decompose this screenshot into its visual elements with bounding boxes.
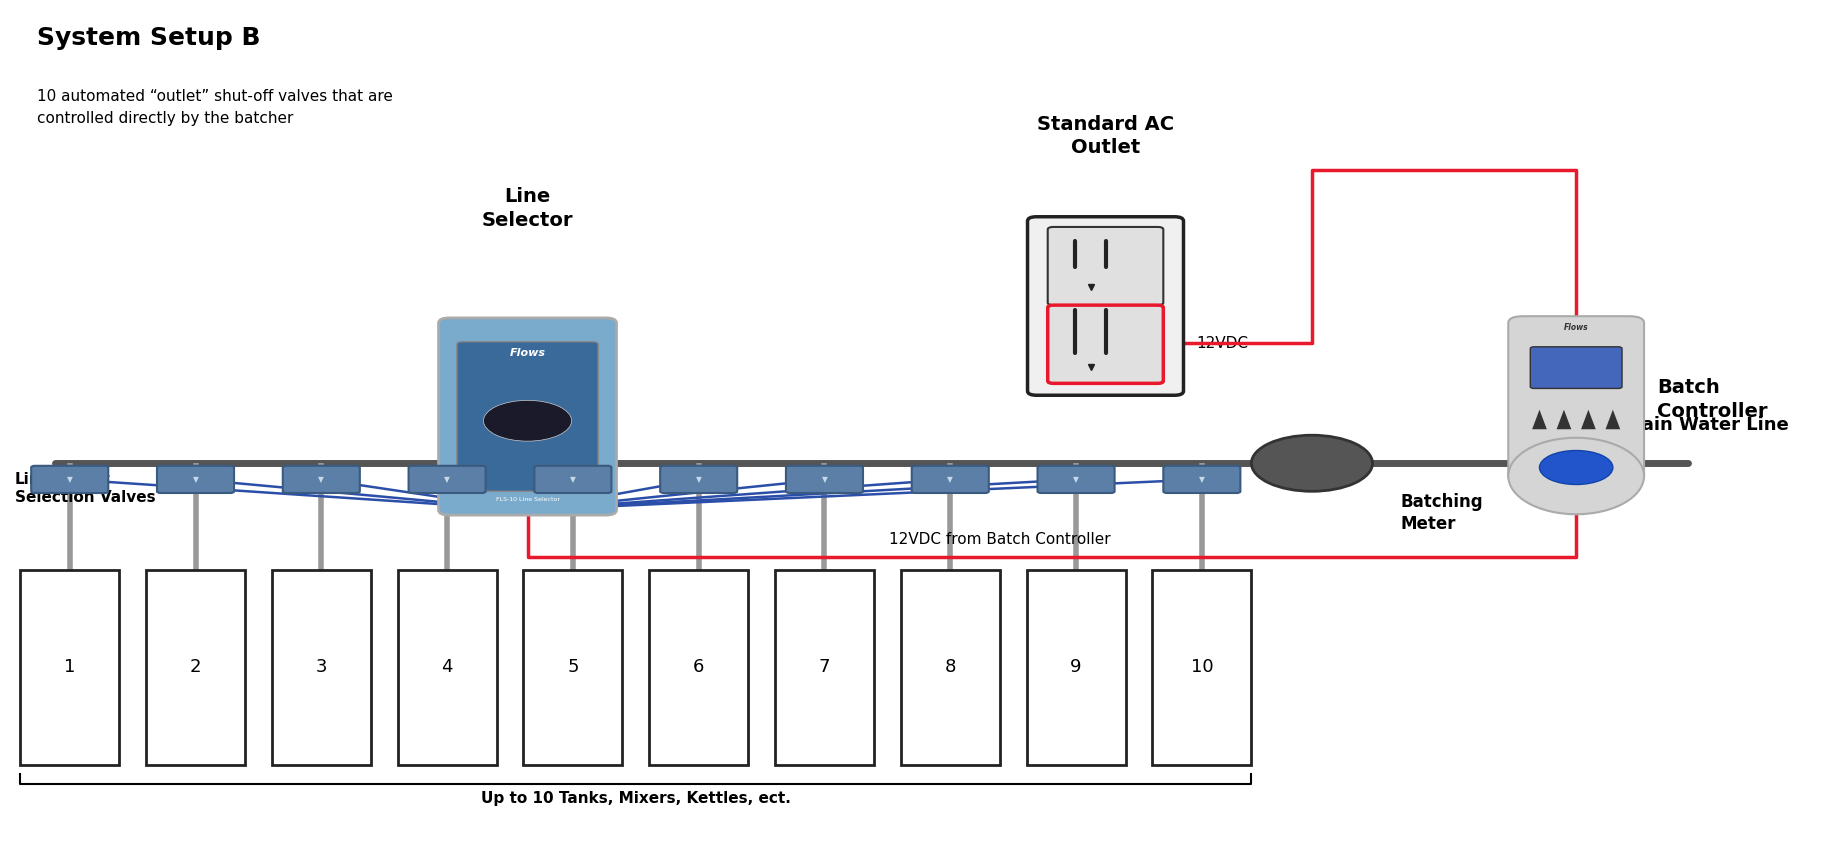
Text: 3: 3 xyxy=(316,658,327,677)
Text: ▼: ▼ xyxy=(66,475,73,484)
FancyBboxPatch shape xyxy=(523,570,622,765)
FancyBboxPatch shape xyxy=(409,466,487,493)
Text: Standard AC
Outlet: Standard AC Outlet xyxy=(1037,115,1173,157)
Polygon shape xyxy=(1581,410,1595,429)
FancyBboxPatch shape xyxy=(912,466,990,493)
FancyBboxPatch shape xyxy=(1037,466,1114,493)
Text: 12VDC: 12VDC xyxy=(1197,336,1248,351)
Text: 12VDC from Batch Controller: 12VDC from Batch Controller xyxy=(889,532,1111,547)
Text: ▼: ▼ xyxy=(696,475,701,484)
Polygon shape xyxy=(1531,410,1546,429)
FancyBboxPatch shape xyxy=(1026,570,1125,765)
FancyBboxPatch shape xyxy=(901,570,1001,765)
Text: System Setup B: System Setup B xyxy=(37,26,261,49)
Text: 10: 10 xyxy=(1190,658,1214,677)
Circle shape xyxy=(1539,450,1612,484)
FancyBboxPatch shape xyxy=(534,466,611,493)
FancyBboxPatch shape xyxy=(439,318,617,515)
FancyBboxPatch shape xyxy=(786,466,863,493)
FancyBboxPatch shape xyxy=(398,570,498,765)
Text: 6: 6 xyxy=(692,658,705,677)
FancyBboxPatch shape xyxy=(147,570,244,765)
Text: Batch
Controller: Batch Controller xyxy=(1656,378,1768,421)
Text: ▼: ▼ xyxy=(569,475,577,484)
Text: Main Water Line: Main Water Line xyxy=(1623,416,1788,434)
FancyBboxPatch shape xyxy=(31,466,108,493)
FancyBboxPatch shape xyxy=(1153,570,1252,765)
FancyBboxPatch shape xyxy=(457,342,599,491)
Text: ▼: ▼ xyxy=(318,475,325,484)
Circle shape xyxy=(483,400,571,441)
Text: 8: 8 xyxy=(944,658,957,677)
Text: 2: 2 xyxy=(189,658,202,677)
Text: ▼: ▼ xyxy=(444,475,450,484)
FancyBboxPatch shape xyxy=(1164,466,1241,493)
Text: Up to 10 Tanks, Mixers, Kettles, ect.: Up to 10 Tanks, Mixers, Kettles, ect. xyxy=(481,790,791,806)
FancyBboxPatch shape xyxy=(1028,217,1184,395)
Polygon shape xyxy=(1605,410,1619,429)
Text: 9: 9 xyxy=(1070,658,1081,677)
Text: ▼: ▼ xyxy=(821,475,828,484)
FancyBboxPatch shape xyxy=(1529,347,1621,388)
FancyBboxPatch shape xyxy=(272,570,371,765)
Text: Batching
Meter: Batching Meter xyxy=(1401,493,1483,533)
Text: 5: 5 xyxy=(567,658,578,677)
FancyBboxPatch shape xyxy=(283,466,360,493)
Text: ▼: ▼ xyxy=(947,475,953,484)
Text: Line/Outlet
Selection Valves: Line/Outlet Selection Valves xyxy=(15,472,156,506)
FancyBboxPatch shape xyxy=(1509,316,1643,483)
FancyBboxPatch shape xyxy=(775,570,874,765)
Text: ▼: ▼ xyxy=(1072,475,1080,484)
Text: 4: 4 xyxy=(441,658,453,677)
FancyBboxPatch shape xyxy=(158,466,233,493)
FancyBboxPatch shape xyxy=(20,570,119,765)
Ellipse shape xyxy=(1509,438,1643,514)
Text: ▼: ▼ xyxy=(193,475,198,484)
FancyBboxPatch shape xyxy=(1048,227,1164,305)
Text: 10 automated “outlet” shut-off valves that are
controlled directly by the batche: 10 automated “outlet” shut-off valves th… xyxy=(37,89,393,127)
Text: Flows: Flows xyxy=(510,348,545,358)
Text: ▼: ▼ xyxy=(1199,475,1204,484)
Circle shape xyxy=(1252,435,1373,491)
Text: 7: 7 xyxy=(819,658,830,677)
Text: Flows: Flows xyxy=(1564,323,1588,332)
FancyBboxPatch shape xyxy=(650,570,749,765)
Text: 1: 1 xyxy=(64,658,75,677)
FancyBboxPatch shape xyxy=(1048,305,1164,383)
Text: Line
Selector: Line Selector xyxy=(481,187,573,230)
FancyBboxPatch shape xyxy=(661,466,738,493)
Polygon shape xyxy=(1557,410,1572,429)
Text: FLS-10 Line Selector: FLS-10 Line Selector xyxy=(496,497,560,502)
